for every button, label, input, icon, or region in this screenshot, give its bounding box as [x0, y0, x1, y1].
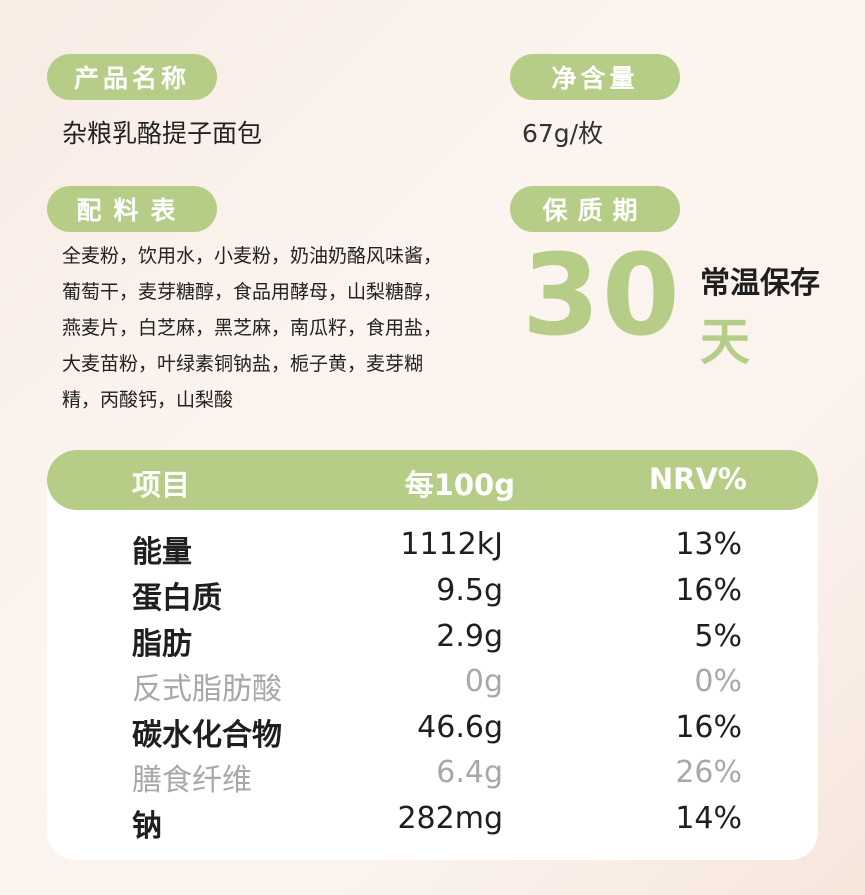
- nutrient-value: 282mg: [397, 801, 503, 836]
- nutrient-name: 反式脂肪酸: [132, 672, 282, 707]
- nutrient-name: 碳水化合物: [132, 718, 282, 753]
- product-name-label: 产品名称: [47, 54, 217, 100]
- shelf-life-unit: 天: [700, 313, 750, 371]
- nutrient-value: 0g: [464, 664, 503, 699]
- nutrient-value: 1112kJ: [400, 527, 503, 562]
- nutrient-value: 9.5g: [436, 573, 503, 608]
- nutrient-nrv: 14%: [675, 801, 742, 836]
- nutrient-value: 6.4g: [436, 755, 503, 790]
- table-row: 反式脂肪酸 0g 0%: [47, 664, 818, 710]
- table-row: 蛋白质 9.5g 16%: [47, 573, 818, 619]
- nutrient-name: 能量: [132, 535, 192, 570]
- table-row: 能量 1112kJ 13%: [47, 527, 818, 573]
- header-per-100g: 每100g: [404, 468, 515, 502]
- nutrient-name: 钠: [132, 809, 162, 844]
- table-row: 碳水化合物 46.6g 16%: [47, 710, 818, 756]
- nutrient-name: 脂肪: [132, 627, 192, 662]
- shelf-life-number: 30: [522, 231, 682, 361]
- ingredients-label: 配料表: [47, 186, 217, 232]
- ingredients-line: 葡萄干，麦芽糖醇，食品用酵母，山梨糖醇，: [62, 281, 443, 303]
- nutrient-name: 蛋白质: [132, 581, 222, 616]
- ingredients-line: 全麦粉，饮用水，小麦粉，奶油奶酪风味酱，: [62, 245, 443, 267]
- nutrient-nrv: 26%: [675, 755, 742, 790]
- net-content-label: 净含量: [510, 54, 680, 100]
- header-nrv: NRV%: [648, 462, 747, 496]
- ingredients-list: 全麦粉，饮用水，小麦粉，奶油奶酪风味酱， 葡萄干，麦芽糖醇，食品用酵母，山梨糖醇…: [62, 238, 482, 418]
- nutrient-nrv: 16%: [675, 710, 742, 745]
- table-row: 膳食纤维 6.4g 26%: [47, 755, 818, 801]
- ingredients-line: 精，丙酸钙，山梨酸: [62, 389, 234, 411]
- storage-condition: 常温保存: [700, 266, 820, 301]
- nutrient-nrv: 5%: [694, 619, 742, 654]
- ingredients-line: 燕麦片，白芝麻，黑芝麻，南瓜籽，食用盐，: [62, 317, 443, 339]
- nutrient-value: 2.9g: [436, 619, 503, 654]
- nutrient-nrv: 13%: [675, 527, 742, 562]
- table-row: 钠 282mg 14%: [47, 801, 818, 847]
- ingredients-line: 大麦苗粉，叶绿素铜钠盐，栀子黄，麦芽糊: [62, 353, 424, 375]
- net-content-value: 67g/枚: [522, 119, 604, 148]
- nutrition-table-header: 项目 每100g NRV%: [47, 450, 818, 510]
- product-name-value: 杂粮乳酪提子面包: [62, 119, 263, 148]
- nutrient-value: 46.6g: [417, 710, 503, 745]
- nutrient-nrv: 16%: [675, 573, 742, 608]
- table-row: 脂肪 2.9g 5%: [47, 619, 818, 665]
- shelf-life-label: 保质期: [510, 186, 680, 232]
- nutrient-nrv: 0%: [694, 664, 742, 699]
- nutrient-name: 膳食纤维: [132, 763, 252, 798]
- nutrition-table: 项目 每100g NRV% 能量 1112kJ 13% 蛋白质 9.5g 16%…: [47, 450, 818, 860]
- header-item: 项目: [132, 468, 191, 502]
